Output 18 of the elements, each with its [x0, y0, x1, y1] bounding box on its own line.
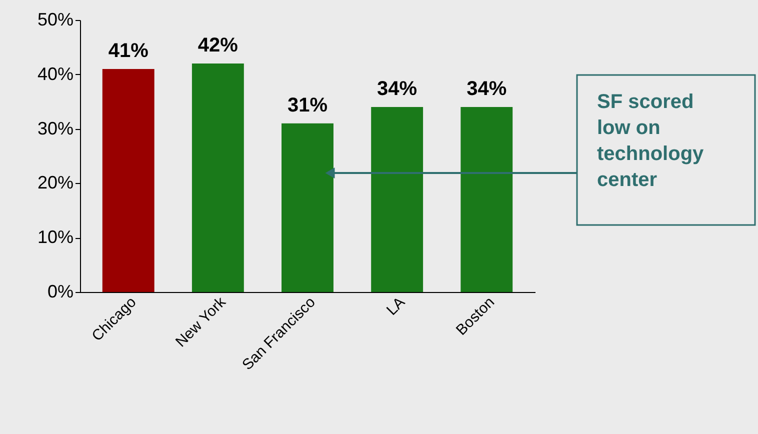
- y-tick-label: 50%: [37, 10, 74, 30]
- data-label: 31%: [287, 94, 328, 116]
- data-label: 34%: [466, 78, 507, 100]
- bar: [192, 64, 244, 292]
- y-tick-label: 30%: [37, 118, 74, 138]
- bar: [102, 68, 154, 292]
- y-tick-label: 0%: [47, 282, 74, 302]
- text: SF scored low on technology center: [597, 91, 705, 191]
- bar: [371, 107, 424, 292]
- x-tick-label: LA: [383, 294, 408, 319]
- y-tick-label: 40%: [37, 64, 74, 84]
- data-label: 42%: [198, 34, 238, 57]
- y-tick-label: 20%: [37, 172, 74, 193]
- data-label: 34%: [377, 78, 418, 100]
- data-label: 41%: [108, 40, 149, 62]
- y-tick-label: 10%: [37, 227, 74, 248]
- bar: [282, 123, 334, 292]
- bar: [460, 107, 513, 292]
